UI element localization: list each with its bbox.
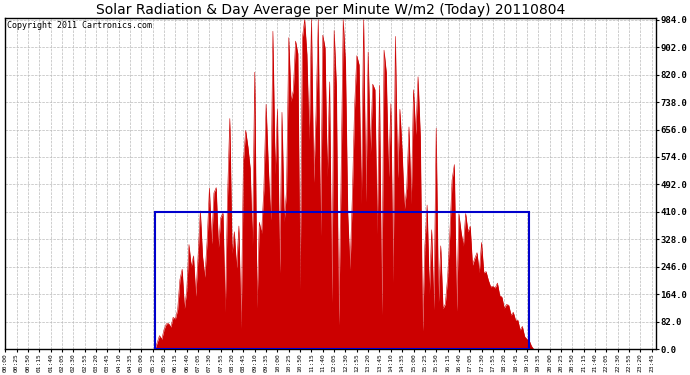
Bar — [155, 212, 529, 349]
Text: Copyright 2011 Cartronics.com: Copyright 2011 Cartronics.com — [7, 21, 152, 30]
Title: Solar Radiation & Day Average per Minute W/m2 (Today) 20110804: Solar Radiation & Day Average per Minute… — [96, 3, 565, 17]
